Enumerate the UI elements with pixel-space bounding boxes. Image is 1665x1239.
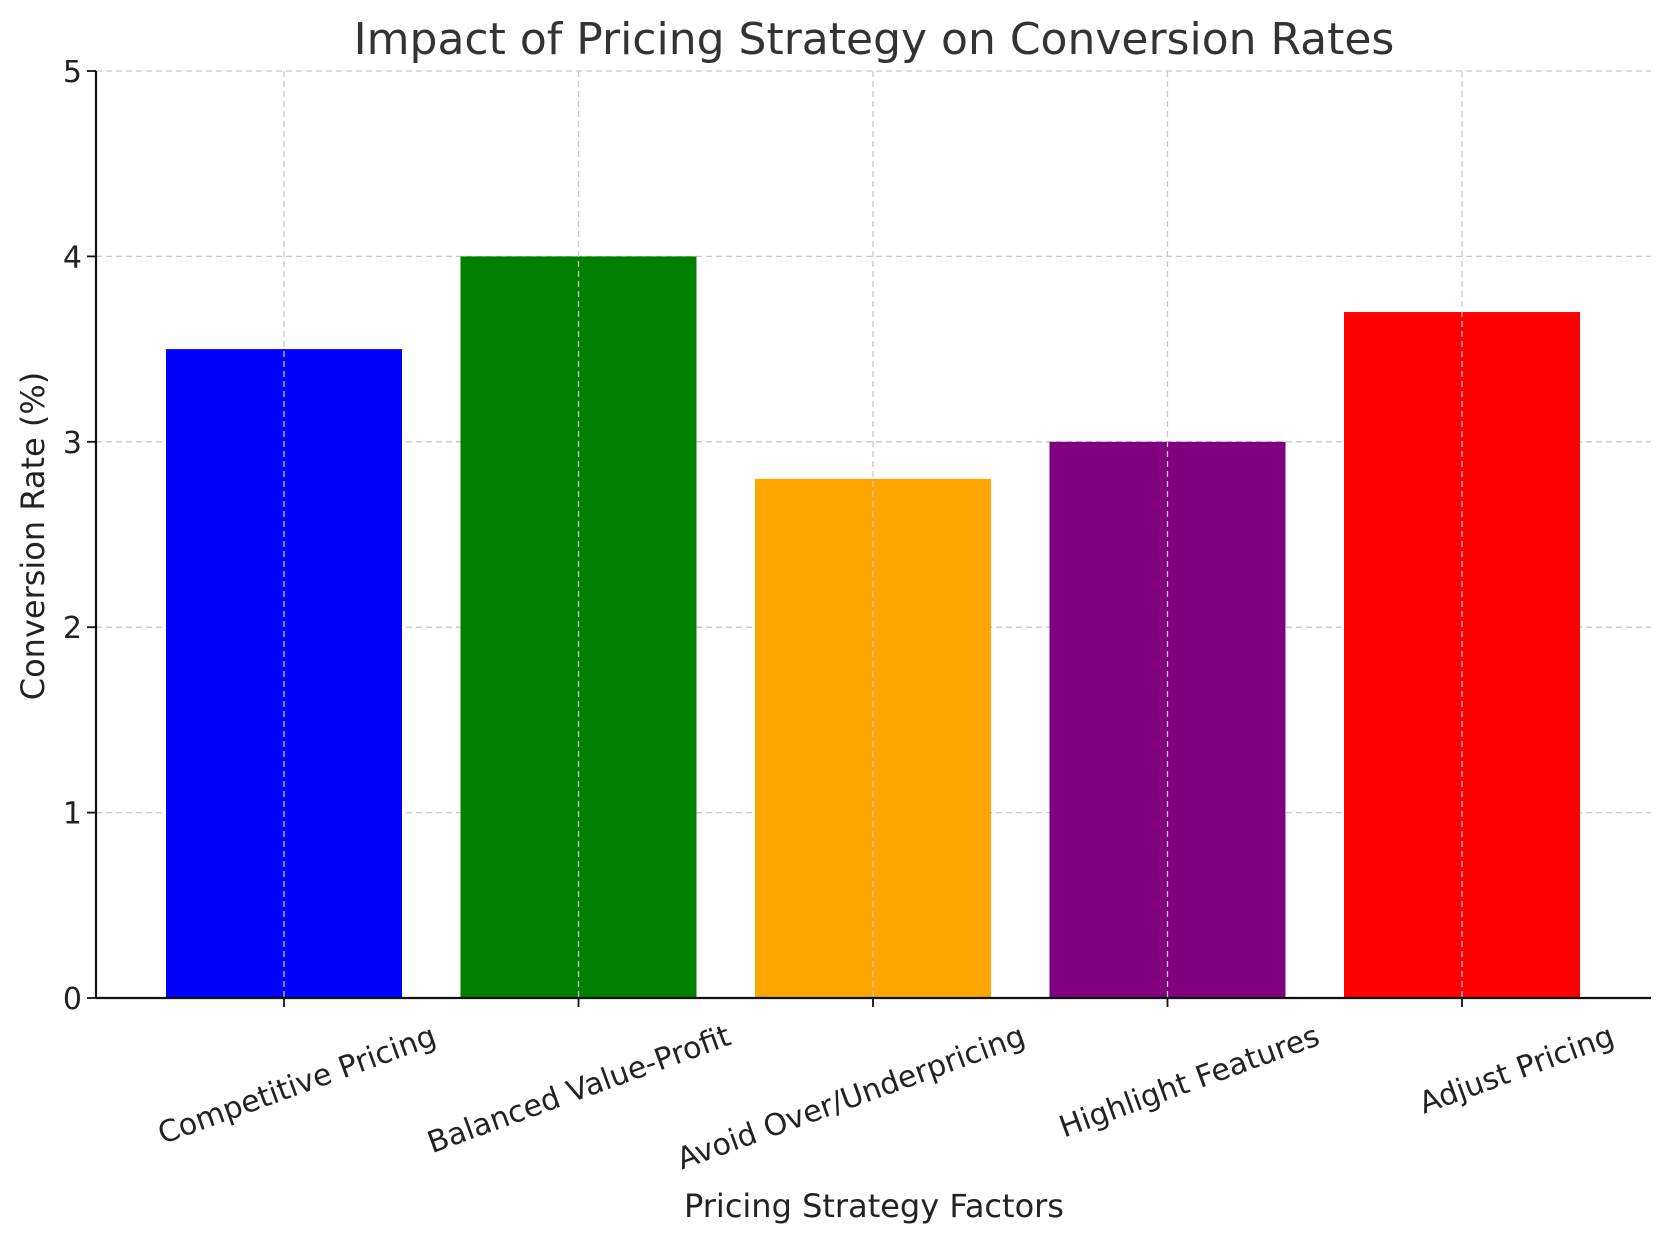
y-tick-label: 5 — [63, 55, 82, 90]
x-tick-label: Adjust Pricing — [1415, 1019, 1619, 1122]
x-tick-label: Competitive Pricing — [153, 1019, 440, 1152]
y-tick-label: 0 — [63, 982, 82, 1017]
y-axis-label: Conversion Rate (%) — [14, 372, 52, 701]
y-tick-label: 3 — [63, 426, 82, 461]
y-tick-label: 4 — [63, 240, 82, 275]
chart-title: Impact of Pricing Strategy on Conversion… — [354, 14, 1395, 65]
x-axis-label: Pricing Strategy Factors — [684, 1187, 1064, 1225]
x-tick-label: Highlight Features — [1055, 1019, 1324, 1146]
y-ticks: 0 1 2 3 4 5 — [63, 55, 96, 1017]
y-tick-label: 2 — [63, 611, 82, 646]
vertical-gridlines — [283, 71, 1463, 998]
y-tick-label: 1 — [63, 797, 82, 832]
